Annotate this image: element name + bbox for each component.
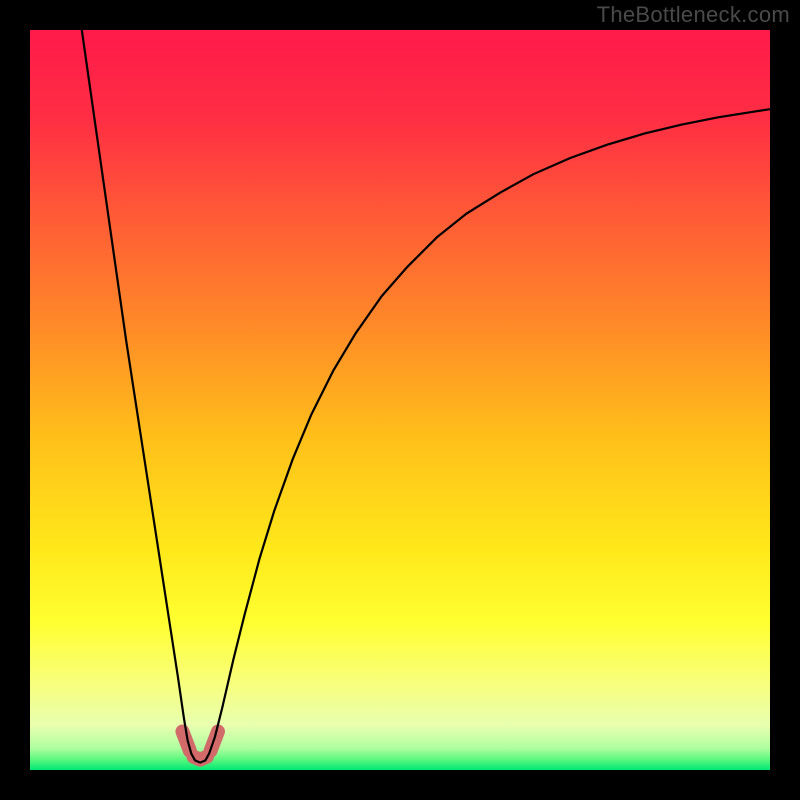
watermark-text: TheBottleneck.com	[597, 2, 790, 28]
curve-svg	[30, 30, 770, 770]
bottleneck-curve	[82, 30, 770, 763]
plot-area	[30, 30, 770, 770]
